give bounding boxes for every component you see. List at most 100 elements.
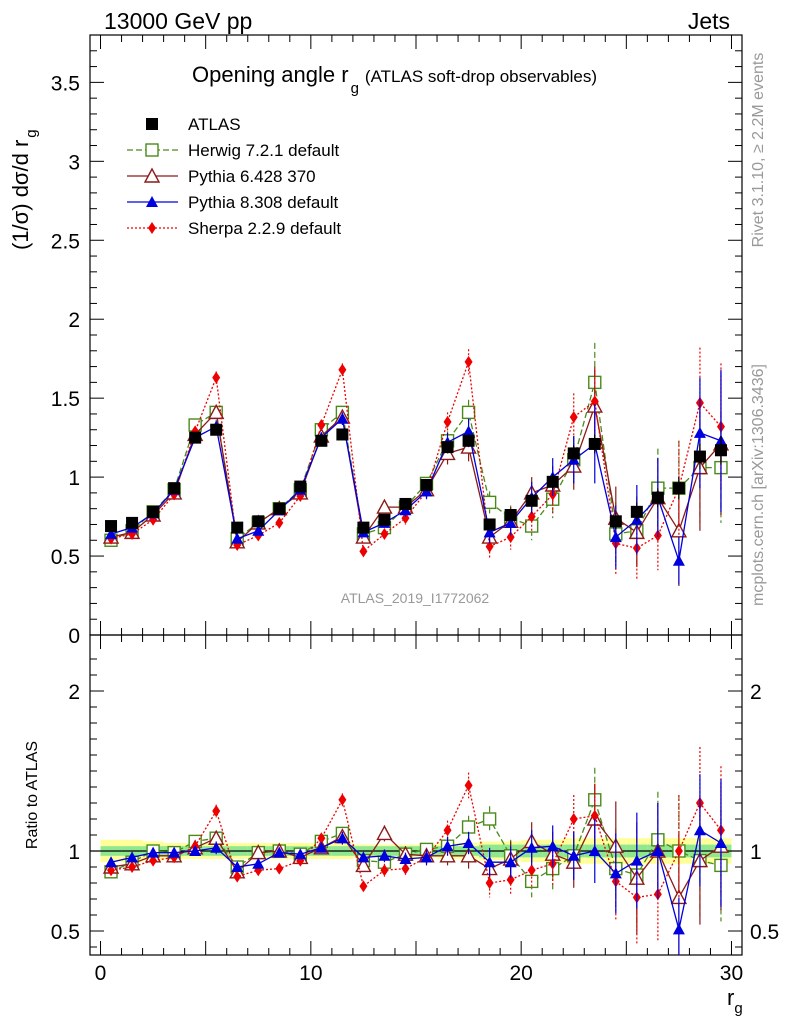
ratio-y-tick-label-right: 2	[750, 681, 762, 704]
main-atlas-point	[651, 491, 664, 504]
ratio-y-tick-label-right: 0.5	[750, 921, 779, 944]
ratio-pythia-8-308-default-point	[252, 857, 265, 869]
ratio-pythia-8-308-default-point	[420, 851, 433, 863]
main-sherpa-2-2-9-default-point	[380, 527, 389, 540]
main-sherpa-2-2-9-default-point	[443, 415, 452, 428]
legend-marker	[146, 196, 158, 207]
ratio-sherpa-2-2-9-default-point	[212, 805, 221, 817]
ratio-pythia-8-308-default-point	[630, 854, 643, 866]
ratio-pythia-8-308-default-point	[168, 846, 181, 858]
plot-title-main: Opening angle r	[192, 62, 349, 87]
main-pythia-6-428-370-series	[102, 366, 730, 587]
main-sherpa-2-2-9-default-point	[485, 540, 494, 553]
legend-marker	[148, 222, 156, 234]
ratio-pythia-8-308-default-point	[189, 845, 202, 856]
ratio-sherpa-2-2-9-default-point	[275, 862, 284, 875]
main-atlas-point	[105, 520, 118, 533]
main-sherpa-2-2-9-default-point	[317, 419, 326, 431]
ratio-pythia-8-308-default-point	[525, 841, 538, 853]
ratio-pythia-8-308-default-point	[105, 856, 118, 868]
ratio-sherpa-2-2-9-default-point	[317, 832, 326, 845]
main-atlas-point	[714, 444, 727, 457]
main-y-axis-label-main: (1/σ) dσ/d r	[8, 140, 33, 250]
main-atlas-point	[693, 450, 706, 463]
legend-marker	[146, 118, 158, 130]
ratio-pythia-8-308-default-point	[357, 851, 370, 863]
main-atlas-point	[294, 480, 307, 493]
ratio-pythia-8-308-default-point	[273, 846, 286, 858]
main-sherpa-2-2-9-default-point	[527, 510, 536, 523]
ratio-pythia-8-308-default-point	[651, 845, 664, 856]
plot-title-tail: (ATLAS soft-drop observables)	[365, 67, 597, 86]
main-atlas-point	[126, 516, 139, 529]
ratio-pythia-8-308-default-point	[693, 824, 706, 836]
legend-label: Pythia 8.308 default	[188, 193, 339, 212]
main-atlas-point	[588, 437, 601, 450]
main-pythia-8-308-default-point	[693, 426, 706, 438]
ratio-pythia-8-308-default-point	[147, 846, 160, 858]
main-y-tick-label: 1	[68, 467, 80, 490]
ratio-pythia-8-308-default-point	[462, 837, 475, 848]
rivet-version-label: Rivet 3.1.10, ≥ 2.2M events	[750, 53, 767, 248]
main-atlas-point	[252, 515, 265, 528]
main-series-layer	[102, 342, 730, 587]
ratio-y-axis-label: Ratio to ATLAS	[24, 741, 41, 849]
main-atlas-point	[210, 423, 223, 436]
main-sherpa-2-2-9-default-point	[569, 411, 578, 424]
main-atlas-point	[567, 447, 580, 460]
ratio-pythia-8-308-default-point	[315, 841, 328, 853]
ratio-pythia-8-308-default-point	[441, 840, 454, 852]
ratio-y-tick-label: 1	[68, 841, 80, 864]
main-herwig-7-2-1-default-point	[482, 495, 497, 510]
main-atlas-point	[189, 431, 202, 444]
main-pythia-6-428-370-point	[376, 498, 393, 514]
x-tick-label: 10	[299, 962, 322, 985]
ratio-pythia-8-308-default-point	[588, 845, 601, 856]
ratio-sherpa-2-2-9-default-line	[110, 783, 722, 899]
legend-marker	[145, 143, 159, 157]
ratio-pythia-8-308-default-point	[294, 848, 307, 860]
main-y-tick-label: 3	[68, 151, 80, 174]
x-axis-label: rg	[727, 985, 743, 1017]
main-pythia-6-428-370-line	[110, 403, 722, 544]
ratio-pythia-8-308-default-point	[504, 856, 517, 868]
x-axis-label-main: r	[727, 985, 734, 1010]
x-tick-label: 30	[720, 962, 743, 985]
main-sherpa-2-2-9-default-line	[110, 361, 722, 553]
main-atlas-point	[462, 434, 475, 447]
ratio-y-tick-label: 0.5	[51, 921, 80, 944]
main-sherpa-2-2-9-default-point	[359, 545, 368, 558]
main-atlas-point	[273, 502, 286, 515]
ratio-y-tick-label-right: 1	[750, 841, 762, 864]
main-pythia-8-308-default-point	[672, 554, 685, 566]
main-y-tick-label: 0	[68, 625, 80, 648]
main-atlas-point	[315, 434, 328, 447]
ratio-pythia-8-308-default-point	[609, 867, 622, 879]
main-atlas-point	[546, 475, 559, 488]
main-atlas-point	[483, 518, 496, 531]
ratio-sherpa-2-2-9-default-point	[506, 873, 515, 886]
main-atlas-point	[504, 509, 517, 521]
main-atlas-point	[609, 515, 622, 528]
main-atlas-point	[168, 482, 181, 495]
ratio-sherpa-2-2-9-default-point	[569, 813, 578, 825]
legend: ATLAS Herwig 7.2.1 default Pythia 6.428 37…	[127, 115, 341, 238]
mcplots-source-label: mcplots.cern.ch [arXiv:1306.3436]	[750, 364, 767, 606]
x-tick-label: 0	[95, 962, 107, 985]
main-atlas-point	[630, 505, 643, 518]
main-y-axis-label-subscript: g	[23, 129, 40, 137]
ratio-pythia-8-308-default-point	[714, 837, 727, 848]
main-sherpa-2-2-9-default-point	[506, 531, 515, 544]
main-pythia-8-308-default-point	[336, 412, 349, 424]
ratio-pythia-6-428-370-point	[460, 847, 477, 863]
main-y-tick-label: 1.5	[51, 388, 80, 411]
main-atlas-point	[378, 513, 391, 526]
ratio-pythia-6-428-370-point	[376, 824, 393, 841]
ratio-pythia-8-308-default-point	[378, 849, 391, 861]
main-atlas-point	[672, 482, 685, 495]
main-atlas-point	[420, 479, 433, 491]
main-y-tick-label: 3.5	[51, 72, 80, 95]
legend-label: Pythia 6.428 370	[188, 167, 316, 186]
ratio-sherpa-2-2-9-default-point	[443, 824, 452, 837]
